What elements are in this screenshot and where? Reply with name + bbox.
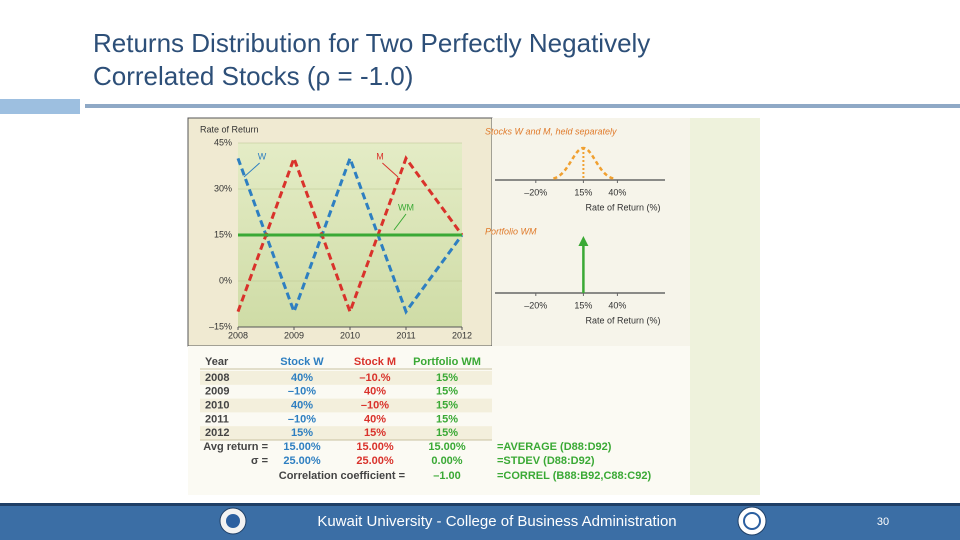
x-tick-label: 15% <box>574 300 592 310</box>
table-cell: 15.00% <box>428 441 466 453</box>
table-header: Stock M <box>354 356 396 368</box>
table-cell: 25.00% <box>283 455 321 467</box>
table-cell: –10.% <box>359 372 390 384</box>
table-cell: 40% <box>291 400 313 412</box>
table-cell: =STDEV (D88:D92) <box>497 455 595 467</box>
table-row-band <box>200 426 492 440</box>
footer-rule <box>0 503 960 506</box>
table-header: Stock W <box>280 356 324 368</box>
side-strip <box>690 118 760 495</box>
series-label: M <box>376 151 384 161</box>
logo <box>226 514 240 528</box>
series-line <box>236 153 464 317</box>
table-cell: Avg return = <box>203 441 268 453</box>
series-label: W <box>258 151 267 161</box>
table-cell: 25.00% <box>356 455 394 467</box>
x-tick-label: 40% <box>608 300 626 310</box>
spike-head <box>578 236 589 246</box>
table-cell: 2009 <box>205 386 229 398</box>
x-tick-label: 40% <box>608 187 626 197</box>
logo <box>743 512 761 530</box>
x-tick-label: –20% <box>524 300 547 310</box>
x-tick-label: 2012 <box>452 330 472 340</box>
table-cell: 15.00% <box>356 441 394 453</box>
footer-bar <box>0 503 960 540</box>
table-cell: 2010 <box>205 400 229 412</box>
table-cell: 15% <box>291 427 313 439</box>
y-tick-label: 0% <box>219 275 232 285</box>
table-cell: 40% <box>291 372 313 384</box>
table-cell: 15% <box>436 386 458 398</box>
slide-title: Returns Distribution for Two Perfectly N… <box>93 28 650 58</box>
chart-title: Stocks W and M, held separately <box>485 126 617 136</box>
table-row-band <box>200 398 492 413</box>
x-axis-label: Rate of Return (%) <box>585 202 660 212</box>
table-cell: 2008 <box>205 372 229 384</box>
table-header: Portfolio WM <box>413 356 481 368</box>
page-number: 30 <box>877 516 889 528</box>
table-cell: –10% <box>361 400 389 412</box>
table-cell: 40% <box>364 386 386 398</box>
table-cell: 15% <box>436 400 458 412</box>
x-tick-label: 2011 <box>396 330 415 340</box>
table-cell: 15% <box>364 427 386 439</box>
table-cell: 15% <box>436 427 458 439</box>
table-cell: –10% <box>288 413 316 425</box>
table-cell: 0.00% <box>431 455 462 467</box>
table-cell: 2011 <box>205 413 229 425</box>
table-panel <box>188 346 690 495</box>
y-axis-label: Rate of Return <box>200 124 259 134</box>
label-pointer <box>243 162 260 178</box>
label-pointer <box>393 213 407 231</box>
x-tick-label: 15% <box>574 187 592 197</box>
series-line <box>236 153 464 317</box>
title-bar <box>0 99 80 114</box>
table-row-band <box>200 371 492 385</box>
series-label: WM <box>398 202 414 212</box>
table-cell: 15% <box>436 413 458 425</box>
chart-title: Portfolio WM <box>485 226 537 236</box>
x-tick-label: 2009 <box>284 330 304 340</box>
slide-title: Correlated Stocks (ρ = -1.0) <box>93 61 413 91</box>
table-cell: Correlation coefficient = <box>279 470 405 482</box>
table-cell: =AVERAGE (D88:D92) <box>497 441 612 453</box>
table-cell: 2012 <box>205 427 229 439</box>
table-cell: σ = <box>251 455 268 467</box>
table-cell: 15% <box>436 372 458 384</box>
table-cell: –1.00 <box>433 470 461 482</box>
table-cell: 40% <box>364 413 386 425</box>
y-tick-label: 15% <box>214 229 232 239</box>
table-cell: 15.00% <box>283 441 321 453</box>
logo <box>737 506 767 536</box>
table-header: Year <box>205 356 229 368</box>
table-cell: –10% <box>288 386 316 398</box>
label-pointer <box>382 162 399 178</box>
y-tick-label: 30% <box>214 183 232 193</box>
x-axis-label: Rate of Return (%) <box>585 315 660 325</box>
footer-text: Kuwait University - College of Business … <box>317 513 676 530</box>
table-cell: =CORREL (B88:B92,C88:C92) <box>497 470 651 482</box>
y-tick-label: –15% <box>209 321 232 331</box>
x-tick-label: 2010 <box>340 330 360 340</box>
x-tick-label: –20% <box>524 187 547 197</box>
title-rule <box>85 104 960 108</box>
x-tick-label: 2008 <box>228 330 248 340</box>
y-tick-label: 45% <box>214 137 232 147</box>
